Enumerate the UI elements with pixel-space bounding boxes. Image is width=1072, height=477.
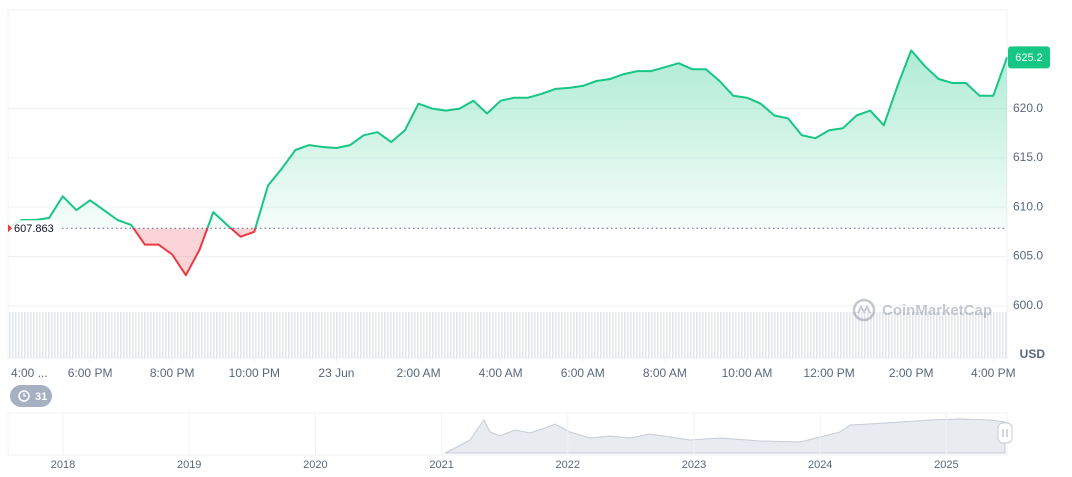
x-tick-label: 23 Jun bbox=[318, 366, 354, 380]
watermark-text: CoinMarketCap bbox=[882, 302, 992, 319]
navigator-label: 2019 bbox=[177, 459, 201, 471]
x-tick-label: 12:00 PM bbox=[803, 366, 854, 380]
x-tick-label: 2:00 AM bbox=[397, 366, 441, 380]
y-tick-label: 605.0 bbox=[1013, 249, 1043, 263]
navigator-label: 2022 bbox=[556, 459, 580, 471]
x-tick-label: 6:00 PM bbox=[68, 366, 113, 380]
x-tick-label: 8:00 AM bbox=[643, 366, 687, 380]
y-tick-label: 610.0 bbox=[1013, 199, 1043, 213]
currency-label: USD bbox=[1020, 347, 1046, 361]
x-tick-label: 4:00 AM bbox=[479, 366, 523, 380]
navigator-label: 2025 bbox=[934, 459, 958, 471]
y-tick-label: 600.0 bbox=[1013, 298, 1043, 312]
x-tick-label: 8:00 PM bbox=[150, 366, 195, 380]
x-tick-label: 6:00 AM bbox=[561, 366, 605, 380]
price-badge-label: 625.2 bbox=[1015, 52, 1043, 64]
y-tick-label: 615.0 bbox=[1013, 150, 1043, 164]
navigator-handle[interactable] bbox=[997, 422, 1013, 444]
area-down bbox=[133, 228, 256, 276]
volume-bars bbox=[8, 312, 1007, 358]
events-badge[interactable]: 31 bbox=[10, 385, 52, 407]
navigator-label: 2020 bbox=[303, 459, 327, 471]
x-tick-label: 10:00 AM bbox=[722, 366, 773, 380]
events-count: 31 bbox=[35, 391, 47, 403]
plot bbox=[7, 49, 1008, 277]
x-tick-label: 4:00 ... bbox=[11, 366, 48, 380]
navigator-label: 2018 bbox=[51, 459, 75, 471]
navigator-label: 2024 bbox=[808, 459, 832, 471]
price-badge bbox=[1008, 46, 1050, 69]
watermark: CoinMarketCap bbox=[852, 298, 992, 322]
area-up bbox=[8, 50, 1007, 229]
baseline-label-bg bbox=[9, 220, 59, 237]
navigator-label: 2023 bbox=[682, 459, 706, 471]
baseline-label: 607.863 bbox=[14, 223, 54, 235]
x-tick-label: 2:00 PM bbox=[889, 366, 934, 380]
y-tick-label: 620.0 bbox=[1013, 101, 1043, 115]
price-line bbox=[7, 49, 1008, 277]
x-tick-label: 4:00 PM bbox=[971, 366, 1016, 380]
navigator: 2018 2019 2020 2021 2022 2023 2024 2025 bbox=[7, 412, 1013, 471]
baseline-marker bbox=[8, 224, 12, 233]
navigator-label: 2021 bbox=[429, 459, 453, 471]
x-tick-label: 10:00 PM bbox=[229, 366, 280, 380]
